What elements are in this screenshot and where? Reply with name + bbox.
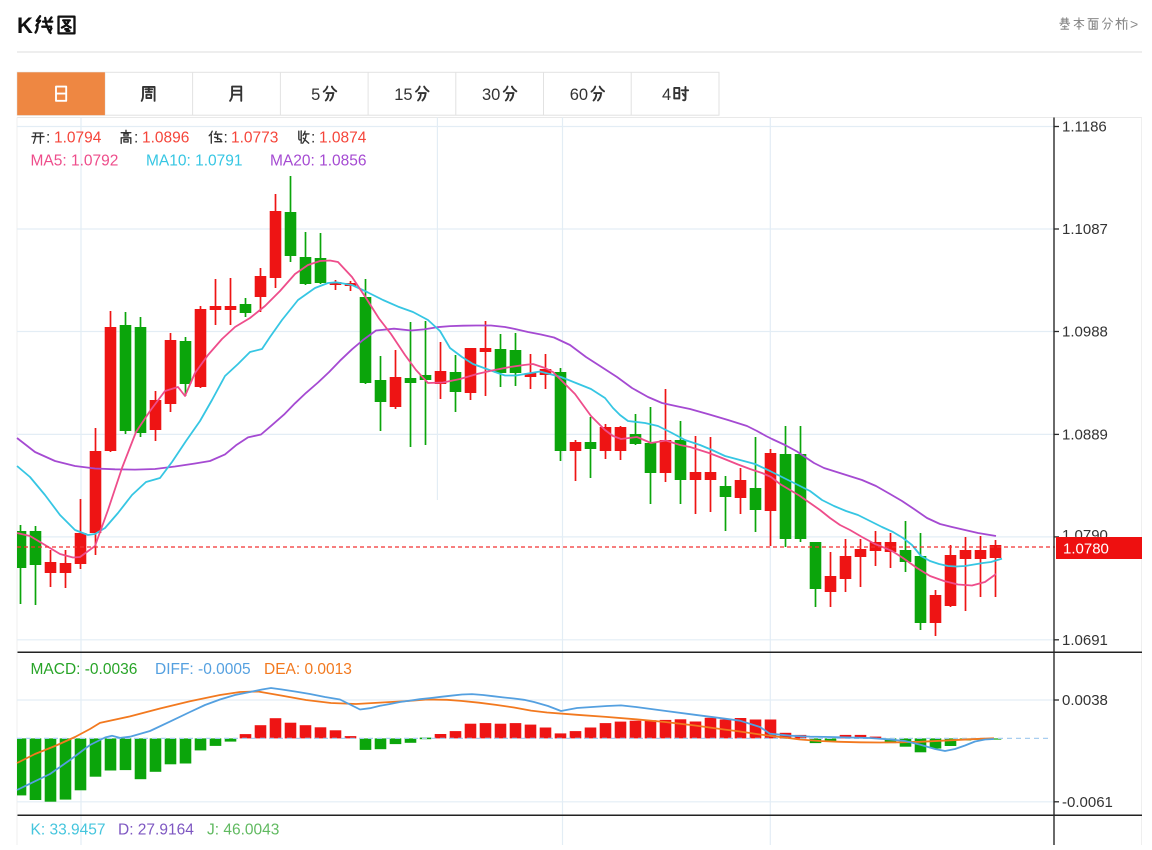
svg-text:K: K [17, 13, 33, 38]
svg-text:1.0889: 1.0889 [1062, 427, 1108, 444]
svg-text:15: 15 [394, 86, 412, 104]
svg-text:1.0988: 1.0988 [1062, 324, 1108, 341]
svg-text:5: 5 [311, 86, 320, 104]
svg-text:DIFF: -0.0005: DIFF: -0.0005 [155, 661, 251, 678]
svg-text::: : [224, 129, 228, 146]
svg-text:1.1186: 1.1186 [1062, 119, 1107, 136]
svg-text:MA5: 1.0792: MA5: 1.0792 [31, 153, 119, 170]
svg-text:1.0780: 1.0780 [1063, 541, 1109, 558]
svg-text:MACD: -0.0036: MACD: -0.0036 [31, 661, 138, 678]
svg-text::: : [311, 129, 315, 146]
svg-text:DEA: 0.0013: DEA: 0.0013 [264, 661, 352, 678]
svg-text:J: 46.0043: J: 46.0043 [207, 822, 279, 839]
svg-text:60: 60 [570, 86, 588, 104]
svg-text:-0.0061: -0.0061 [1062, 794, 1113, 811]
svg-text:1.1087: 1.1087 [1062, 221, 1108, 238]
svg-text::: : [134, 129, 138, 146]
svg-text:K: 33.9457: K: 33.9457 [31, 822, 106, 839]
svg-text:1.0896: 1.0896 [142, 129, 189, 146]
svg-text:0.0038: 0.0038 [1062, 692, 1108, 709]
svg-text:MA20: 1.0856: MA20: 1.0856 [270, 153, 367, 170]
svg-text:1.0794: 1.0794 [54, 129, 102, 146]
svg-text:4: 4 [662, 86, 671, 104]
svg-text:1.0874: 1.0874 [319, 129, 367, 146]
svg-text::: : [46, 129, 50, 146]
svg-text:1.0773: 1.0773 [231, 129, 278, 146]
svg-text:>: > [1130, 16, 1138, 32]
svg-text:1.0691: 1.0691 [1062, 632, 1108, 649]
svg-text:MA10: 1.0791: MA10: 1.0791 [146, 153, 243, 170]
svg-text:30: 30 [482, 86, 500, 104]
svg-text:D: 27.9164: D: 27.9164 [118, 822, 194, 839]
